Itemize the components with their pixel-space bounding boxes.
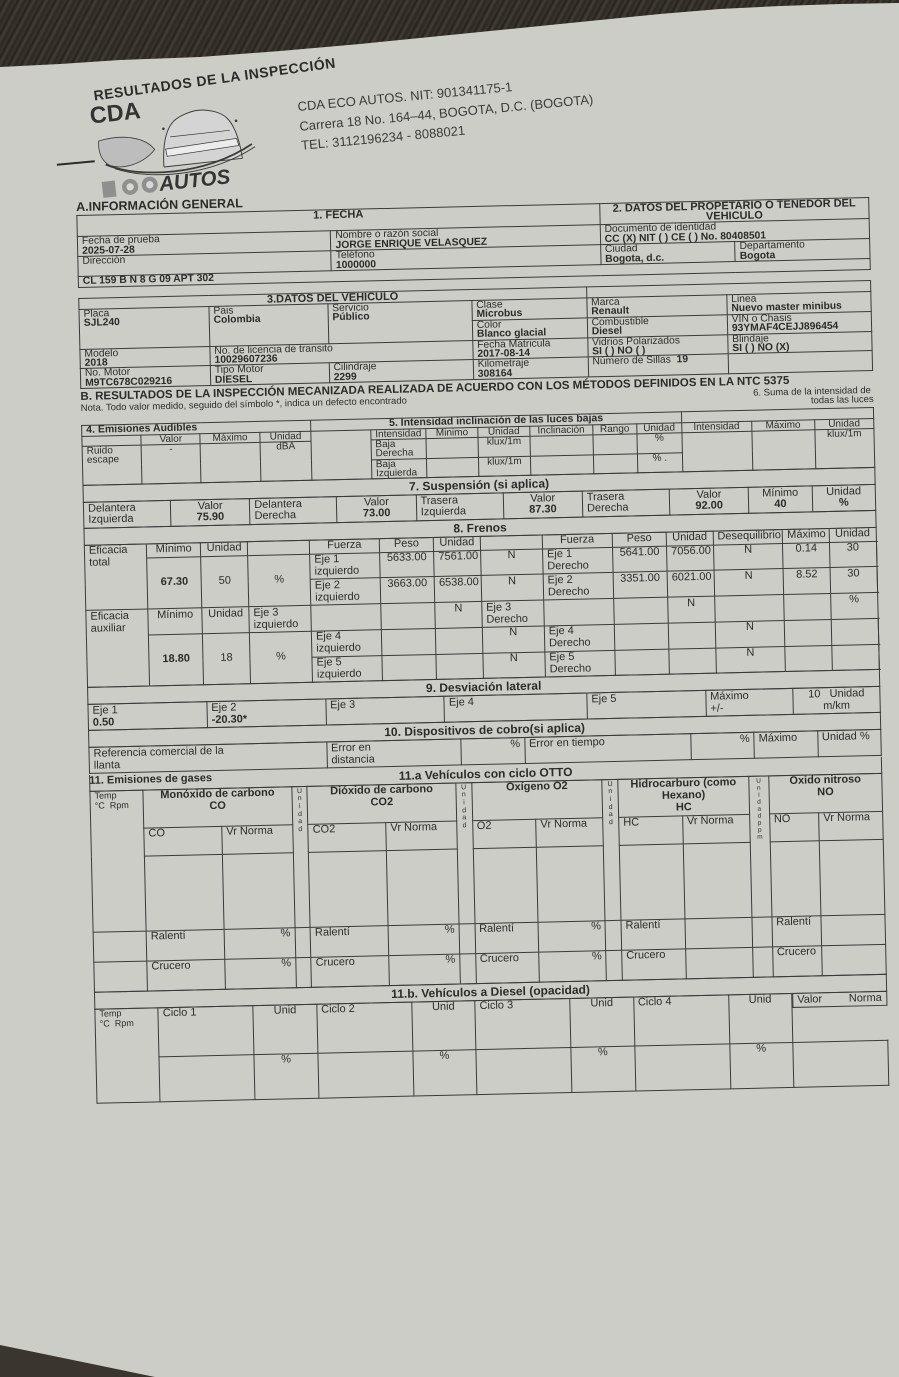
svg-text:CDA: CDA bbox=[88, 97, 141, 128]
svg-text:AUTOS: AUTOS bbox=[157, 165, 232, 196]
